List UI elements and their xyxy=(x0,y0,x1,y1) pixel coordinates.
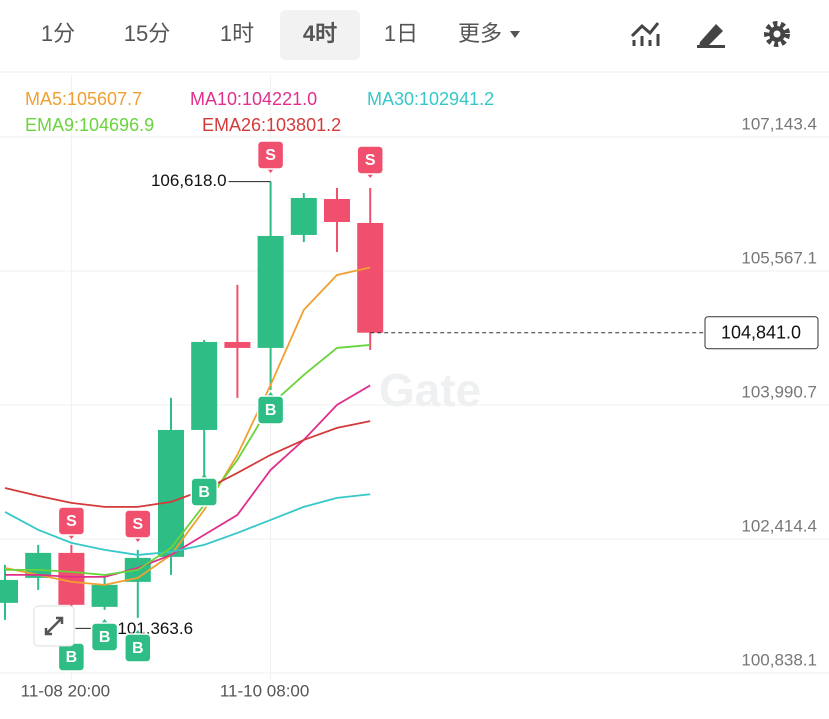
legend-entry: MA30:102941.2 xyxy=(367,89,494,109)
y-tick-label: 100,838.1 xyxy=(741,650,817,669)
signal-label: B xyxy=(132,640,144,657)
candle-body xyxy=(58,552,85,605)
plot: Gate 107,143.4 105,567.1 103,990.7 102,414.4… xyxy=(0,75,829,700)
last-price-label: 104,841.0 xyxy=(721,322,801,342)
more-caret xyxy=(510,31,520,38)
tab[interactable]: 1时 xyxy=(220,21,254,46)
signal-label: S xyxy=(265,147,276,164)
signal-badge xyxy=(124,509,152,539)
candle-body xyxy=(324,198,350,223)
signal-badge xyxy=(256,395,285,425)
high-label: 106,618.0 xyxy=(151,171,227,190)
signal-badge xyxy=(90,622,119,652)
watermark: Gate xyxy=(379,364,481,416)
tab[interactable]: 4时 xyxy=(303,21,337,46)
signal-label: S xyxy=(66,513,77,530)
tab[interactable]: 1日 xyxy=(384,21,418,46)
signal-label: B xyxy=(99,629,111,646)
indicator-line xyxy=(4,266,371,586)
indicator-icon[interactable] xyxy=(630,22,660,46)
candle-body xyxy=(158,429,184,557)
signal-label: S xyxy=(365,152,376,169)
tabs: 1分 15分 1时 4时 1日 更多 xyxy=(41,21,502,46)
candle-body xyxy=(0,579,18,603)
settings-icon[interactable] xyxy=(764,21,790,47)
y-tick-label: 103,990.7 xyxy=(741,382,817,401)
candle-body xyxy=(91,584,118,607)
tab[interactable]: 15分 xyxy=(124,21,170,46)
tab[interactable]: 更多 xyxy=(458,21,502,46)
candle-body xyxy=(357,222,384,333)
y-tick-label: 105,567.1 xyxy=(741,248,817,267)
signal-badge xyxy=(190,477,218,507)
indicator-line xyxy=(5,384,371,578)
candle-body xyxy=(224,341,251,348)
x-tick-label: 11-10 08:00 xyxy=(220,681,309,700)
y-tick-label: 102,414.4 xyxy=(741,516,817,535)
signal-label: S xyxy=(132,516,143,533)
tab[interactable]: 1分 xyxy=(41,21,75,46)
legend-entry: MA5:105607.7 xyxy=(25,89,142,109)
indicator-line xyxy=(5,344,371,576)
signal-label: B xyxy=(66,649,78,666)
y-tick-label: 107,143.4 xyxy=(741,114,817,133)
signal-badge xyxy=(356,145,384,175)
selected-tab-bg xyxy=(280,10,360,60)
last-price-box xyxy=(704,316,819,350)
legend-entry: EMA9:104696.9 xyxy=(25,115,154,135)
signal-badge xyxy=(57,506,86,536)
candle-body xyxy=(290,197,317,235)
signal-badge xyxy=(124,633,152,663)
signal-label: B xyxy=(265,402,277,419)
signal-badge xyxy=(256,140,285,170)
candle-body xyxy=(191,341,218,430)
candle-body xyxy=(257,235,284,348)
x-tick-label: 11-08 20:00 xyxy=(21,681,110,700)
draw-icon[interactable] xyxy=(697,24,725,48)
legend-entry: MA10:104221.0 xyxy=(190,89,317,109)
expand-button[interactable] xyxy=(33,605,75,647)
indicator-line xyxy=(4,420,371,508)
indicator-line xyxy=(4,493,371,556)
legend-entry: EMA26:103801.2 xyxy=(202,115,341,135)
signal-label: B xyxy=(198,484,210,501)
